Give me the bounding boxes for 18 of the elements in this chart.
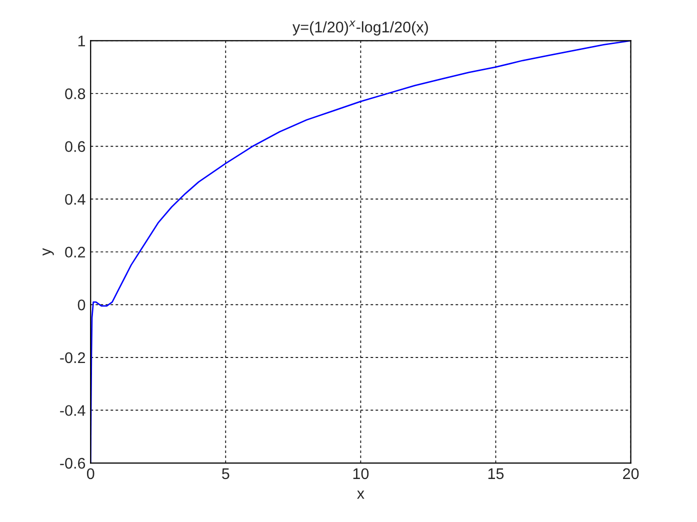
y-tick-label: 0.8 xyxy=(65,88,86,100)
x-tick-label: 5 xyxy=(222,468,230,480)
y-tick-label: 0.6 xyxy=(65,141,86,152)
line-series xyxy=(90,40,631,464)
y-tick-label: -0.6 xyxy=(60,458,86,469)
y-tick-label: -0.2 xyxy=(60,352,85,364)
y-tick-label: -0.4 xyxy=(60,405,86,416)
x-tick-label: 15 xyxy=(488,468,504,480)
y-tick-label: 1 xyxy=(78,36,86,46)
x-tick-label: 0 xyxy=(86,468,94,480)
y-tick-label: 0.4 xyxy=(65,194,86,205)
y-axis-title: y xyxy=(42,248,54,256)
x-axis-title: x xyxy=(357,490,364,499)
x-tick-label: 20 xyxy=(623,468,639,480)
chart-title: y=(1/20)$^{x}$-log1/20(x) xyxy=(292,20,428,36)
x-tick-label: 10 xyxy=(353,468,369,480)
y-tick-label: 0 xyxy=(78,300,86,310)
y-tick-label: 0.2 xyxy=(65,246,85,258)
